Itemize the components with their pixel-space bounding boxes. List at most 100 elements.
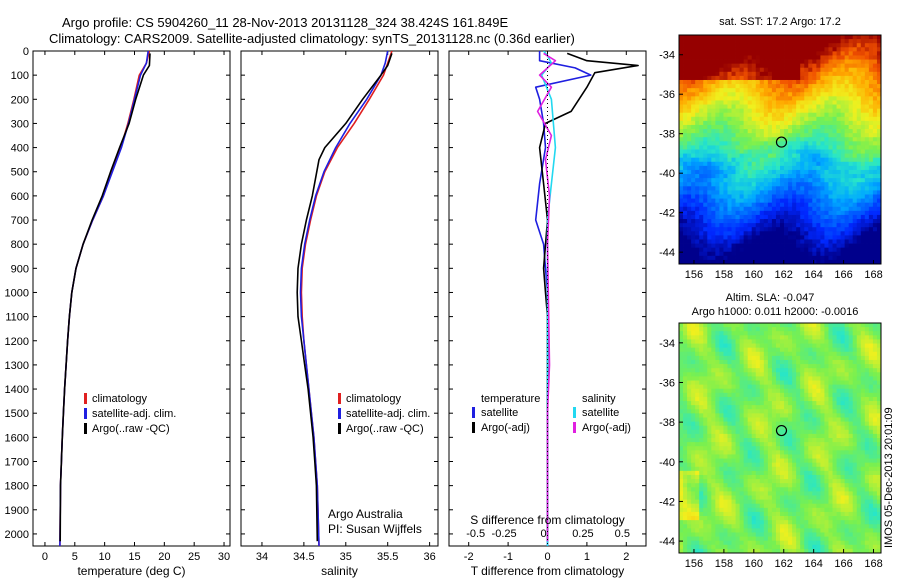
map-cell	[800, 108, 805, 114]
map-cell	[876, 133, 881, 138]
map-cell	[691, 544, 696, 550]
map-cell	[832, 214, 837, 220]
map-cell	[852, 39, 858, 44]
map-cell	[808, 392, 813, 398]
map-cell	[767, 483, 773, 488]
map-cell	[751, 438, 757, 443]
map-cell	[731, 124, 736, 130]
map-cell	[755, 495, 761, 501]
map-cell	[840, 112, 846, 118]
map-cell	[715, 223, 720, 228]
map-cell	[767, 231, 773, 236]
map-cell	[751, 129, 757, 134]
map-cell	[679, 368, 684, 373]
map-cell	[784, 343, 789, 349]
map-cell	[755, 129, 761, 134]
map-cell	[808, 255, 813, 261]
map-cell	[723, 198, 728, 204]
map-cell	[687, 214, 692, 220]
map-cell	[852, 178, 858, 183]
map-cell	[683, 544, 688, 550]
map-cell	[876, 145, 881, 150]
map-cell	[784, 528, 789, 533]
map-cell	[780, 71, 785, 77]
map-cell	[759, 421, 765, 427]
map-cell	[691, 487, 696, 492]
map-cell	[771, 339, 777, 344]
map-cell	[775, 401, 781, 406]
map-cell	[840, 210, 846, 216]
map-cell	[800, 55, 805, 60]
map-cell	[707, 227, 712, 232]
map-cell	[727, 202, 732, 208]
map-cell	[747, 540, 753, 546]
map-cell	[739, 47, 745, 52]
map-cell	[751, 470, 757, 476]
map-cell	[792, 425, 797, 431]
map-cell	[699, 454, 704, 459]
map-cell	[868, 247, 874, 253]
map-cell	[727, 235, 732, 240]
map-cell	[808, 231, 813, 236]
map-cell	[755, 178, 761, 183]
map-cell	[864, 178, 870, 183]
map-cell	[840, 227, 846, 232]
map-cell	[707, 133, 712, 138]
map-cell	[735, 55, 740, 60]
series-group	[59, 51, 151, 546]
map-cell	[687, 165, 692, 171]
map-cell	[828, 157, 833, 163]
map-cell	[691, 470, 696, 476]
map-cell	[731, 47, 736, 52]
map-cell	[872, 153, 878, 159]
map-cell	[824, 67, 829, 73]
map-cell	[852, 108, 858, 114]
map-cell	[747, 141, 753, 146]
map-cell	[751, 251, 757, 257]
map-cell	[727, 450, 732, 455]
map-cell	[780, 47, 785, 52]
map-cell	[800, 235, 805, 240]
map-cell	[860, 129, 866, 134]
map-cell	[820, 63, 825, 69]
map-cell	[800, 425, 805, 431]
map-cell	[775, 528, 781, 533]
map-cell	[808, 51, 813, 56]
s-tick-label: 0.5	[615, 528, 630, 540]
map-cell	[828, 190, 833, 195]
map-cell	[755, 536, 761, 542]
map-cell	[731, 165, 736, 171]
map-cell	[731, 433, 736, 439]
map-cell	[759, 392, 765, 398]
map-cell	[832, 231, 837, 236]
map-cell	[695, 376, 700, 381]
map-cell	[743, 129, 749, 134]
map-cell	[775, 133, 781, 138]
x-tick-label: 34	[256, 551, 268, 563]
map-cell	[731, 450, 736, 455]
map-cell	[699, 112, 704, 118]
map-cell	[703, 528, 708, 533]
map-cell	[723, 141, 728, 146]
map-cell	[727, 178, 732, 183]
map-cell	[808, 39, 813, 44]
map-cell	[695, 540, 700, 546]
map-cell	[812, 108, 817, 114]
map-cell	[683, 39, 688, 44]
map-cell	[731, 223, 736, 228]
map-cell	[755, 544, 761, 550]
map-cell	[703, 499, 708, 505]
map-cell	[872, 161, 878, 167]
map-cell	[788, 75, 793, 81]
map-cell	[731, 442, 736, 447]
map-cell	[864, 255, 870, 261]
map-cell	[679, 511, 684, 517]
map-cell	[683, 548, 688, 553]
map-cell	[792, 214, 797, 220]
map-cell	[832, 251, 837, 257]
map-cell	[683, 75, 688, 81]
map-cell	[715, 178, 720, 183]
map-cell	[687, 190, 692, 195]
map-cell	[735, 43, 740, 48]
map-cell	[775, 47, 781, 52]
